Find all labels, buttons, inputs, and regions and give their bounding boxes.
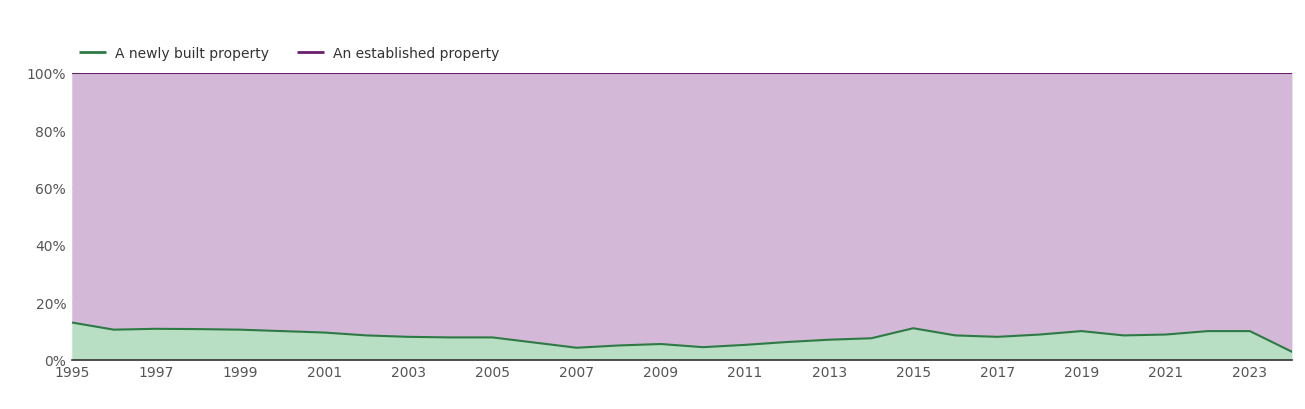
Legend: A newly built property, An established property: A newly built property, An established p… bbox=[78, 47, 499, 61]
